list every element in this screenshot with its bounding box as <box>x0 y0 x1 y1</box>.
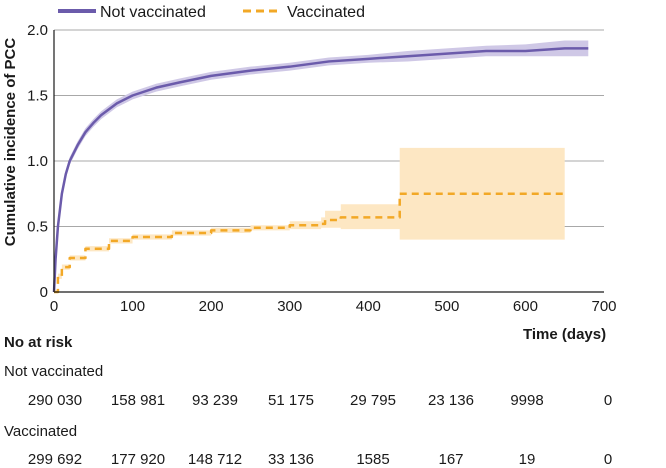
axes <box>53 30 604 293</box>
x-tick-label: 400 <box>356 298 381 315</box>
series-line-vaccinated <box>54 192 565 294</box>
y-tick-label: 2.0 <box>27 22 48 39</box>
y-tick-label: 0.5 <box>27 219 48 236</box>
x-tick-label: 500 <box>434 298 459 315</box>
y-tick-label: 1.5 <box>27 88 48 105</box>
x-tick-label: 700 <box>591 298 616 315</box>
y-tick-label: 0 <box>40 284 48 301</box>
confidence-bands <box>54 40 589 293</box>
x-tick-label: 300 <box>277 298 302 315</box>
x-tick-label: 200 <box>199 298 224 315</box>
tick-labels: 0 0.5 1.0 1.5 2.0 0 100 200 300 400 500 600 700 <box>27 22 616 315</box>
x-tick-label: 100 <box>120 298 145 315</box>
series-line-not-vaccinated <box>52 47 589 293</box>
x-axis-title: Time (days) <box>523 326 606 343</box>
legend-label-vaccinated: Vaccinated <box>287 4 365 21</box>
confidence-band-vaccinated <box>54 147 565 292</box>
y-axis-title: Cumulative incidence of PCC <box>2 38 19 247</box>
y-tick-label: 1.0 <box>27 153 48 170</box>
legend-label-not-vaccinated: Not vaccinated <box>100 4 206 21</box>
series-lines <box>52 47 589 294</box>
x-tick-label: 0 <box>50 298 58 315</box>
x-tick-label: 600 <box>513 298 538 315</box>
legend: Not vaccinated Vaccinated <box>58 4 365 21</box>
